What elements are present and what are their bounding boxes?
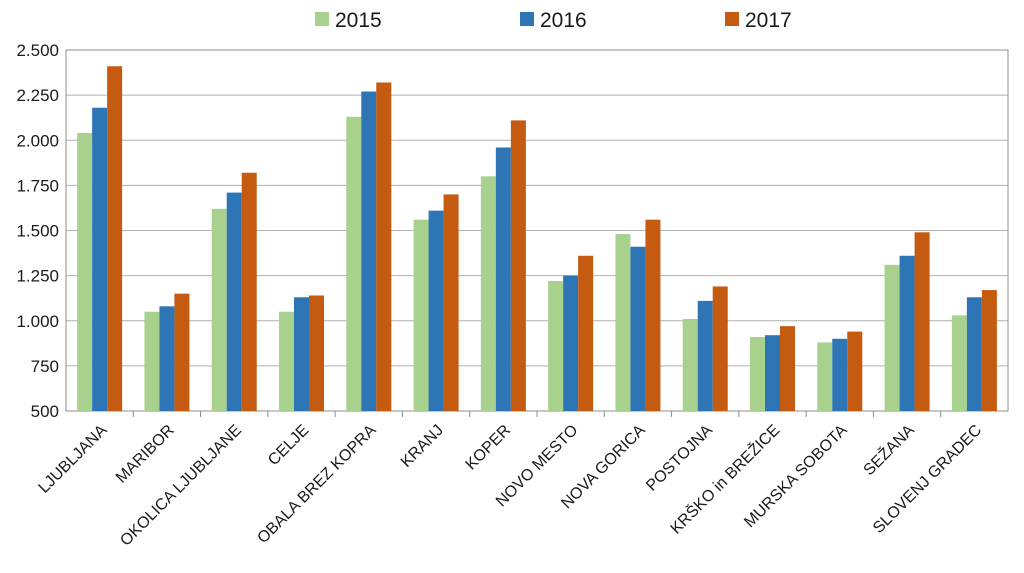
bar-2017 (847, 331, 863, 411)
bar-2015 (951, 315, 967, 411)
bar-2016 (159, 306, 175, 411)
bar-2015 (346, 116, 362, 411)
bar-2017 (107, 66, 123, 412)
bar-2017 (376, 82, 392, 412)
bar-2015 (480, 176, 496, 411)
bar-2017 (780, 326, 795, 411)
bar-2017 (981, 290, 997, 411)
y-tick-label: 1.750 (16, 176, 59, 195)
legend-label-2015: 2015 (335, 9, 382, 32)
bar-2015 (279, 311, 294, 411)
y-tick-label: 2.000 (16, 131, 59, 150)
legend-swatch-2015 (315, 12, 329, 26)
y-tick-label: 2.250 (16, 86, 59, 105)
bar-2016 (563, 275, 579, 411)
bar-2017 (241, 172, 257, 411)
x-category-label: SEŽANA (859, 420, 918, 479)
y-tick-label: 2.500 (16, 41, 59, 60)
bar-2015 (884, 264, 900, 411)
bar-2015 (817, 342, 833, 411)
bar-2016 (361, 91, 377, 411)
bar-2017 (309, 295, 324, 411)
bar-2017 (174, 293, 190, 411)
bar-2015 (211, 208, 227, 411)
x-category-label: MARIBOR (113, 422, 178, 487)
bar-2017 (443, 194, 459, 411)
bar-2016 (765, 335, 780, 411)
x-category-label: OKOLICA LJUBLJANE (117, 422, 245, 550)
bar-2016 (966, 297, 982, 411)
y-tick-label: 500 (31, 402, 59, 421)
bar-2016 (226, 192, 242, 411)
bar-2015 (750, 336, 765, 411)
bar-2017 (712, 286, 728, 411)
y-tick-label: 1.250 (16, 267, 59, 286)
bar-2015 (144, 311, 160, 411)
y-axis: 500 750 1.000 1.250 1.500 1.750 2.000 2.250 2.50… (16, 41, 59, 421)
grid-layer (65, 49, 1009, 412)
bars-layer (77, 66, 997, 412)
bar-2016 (630, 246, 646, 411)
legend-swatch-2017 (725, 12, 739, 26)
x-category-label: KOPER (463, 422, 515, 474)
bar-2017 (914, 232, 930, 411)
bar-2017 (578, 255, 594, 411)
x-category-label: KRŠKO in BREŽICE (666, 420, 783, 537)
legend: 2015 2016 2017 (315, 9, 792, 32)
bar-2015 (615, 234, 631, 411)
y-tick-label: 750 (31, 357, 59, 376)
bar-2016 (428, 210, 444, 411)
x-category-label: POSTOJNA (643, 422, 716, 495)
bar-2016 (294, 297, 309, 411)
bar-2015 (413, 219, 429, 411)
bar-2015 (682, 318, 698, 411)
x-category-label: KRANJ (398, 422, 447, 471)
legend-label-2016: 2016 (540, 9, 587, 32)
bar-2016 (495, 147, 511, 411)
bar-2015 (77, 133, 93, 411)
bar-2017 (645, 219, 661, 411)
legend-swatch-2016 (520, 12, 534, 26)
bar-2016 (899, 255, 915, 411)
bar-2016 (697, 300, 713, 411)
bar-2015 (548, 281, 564, 411)
bar-2016 (832, 338, 848, 411)
x-category-label: OBALA BREZ KOPRA (254, 422, 379, 547)
x-category-label: LJUBLJANA (36, 422, 111, 497)
y-tick-label: 1.000 (16, 312, 59, 331)
bar-2016 (92, 107, 108, 411)
y-tick-label: 1.500 (16, 222, 59, 241)
x-category-label: CELJE (265, 422, 312, 469)
bar-2017 (510, 120, 526, 412)
legend-label-2017: 2017 (745, 9, 792, 32)
